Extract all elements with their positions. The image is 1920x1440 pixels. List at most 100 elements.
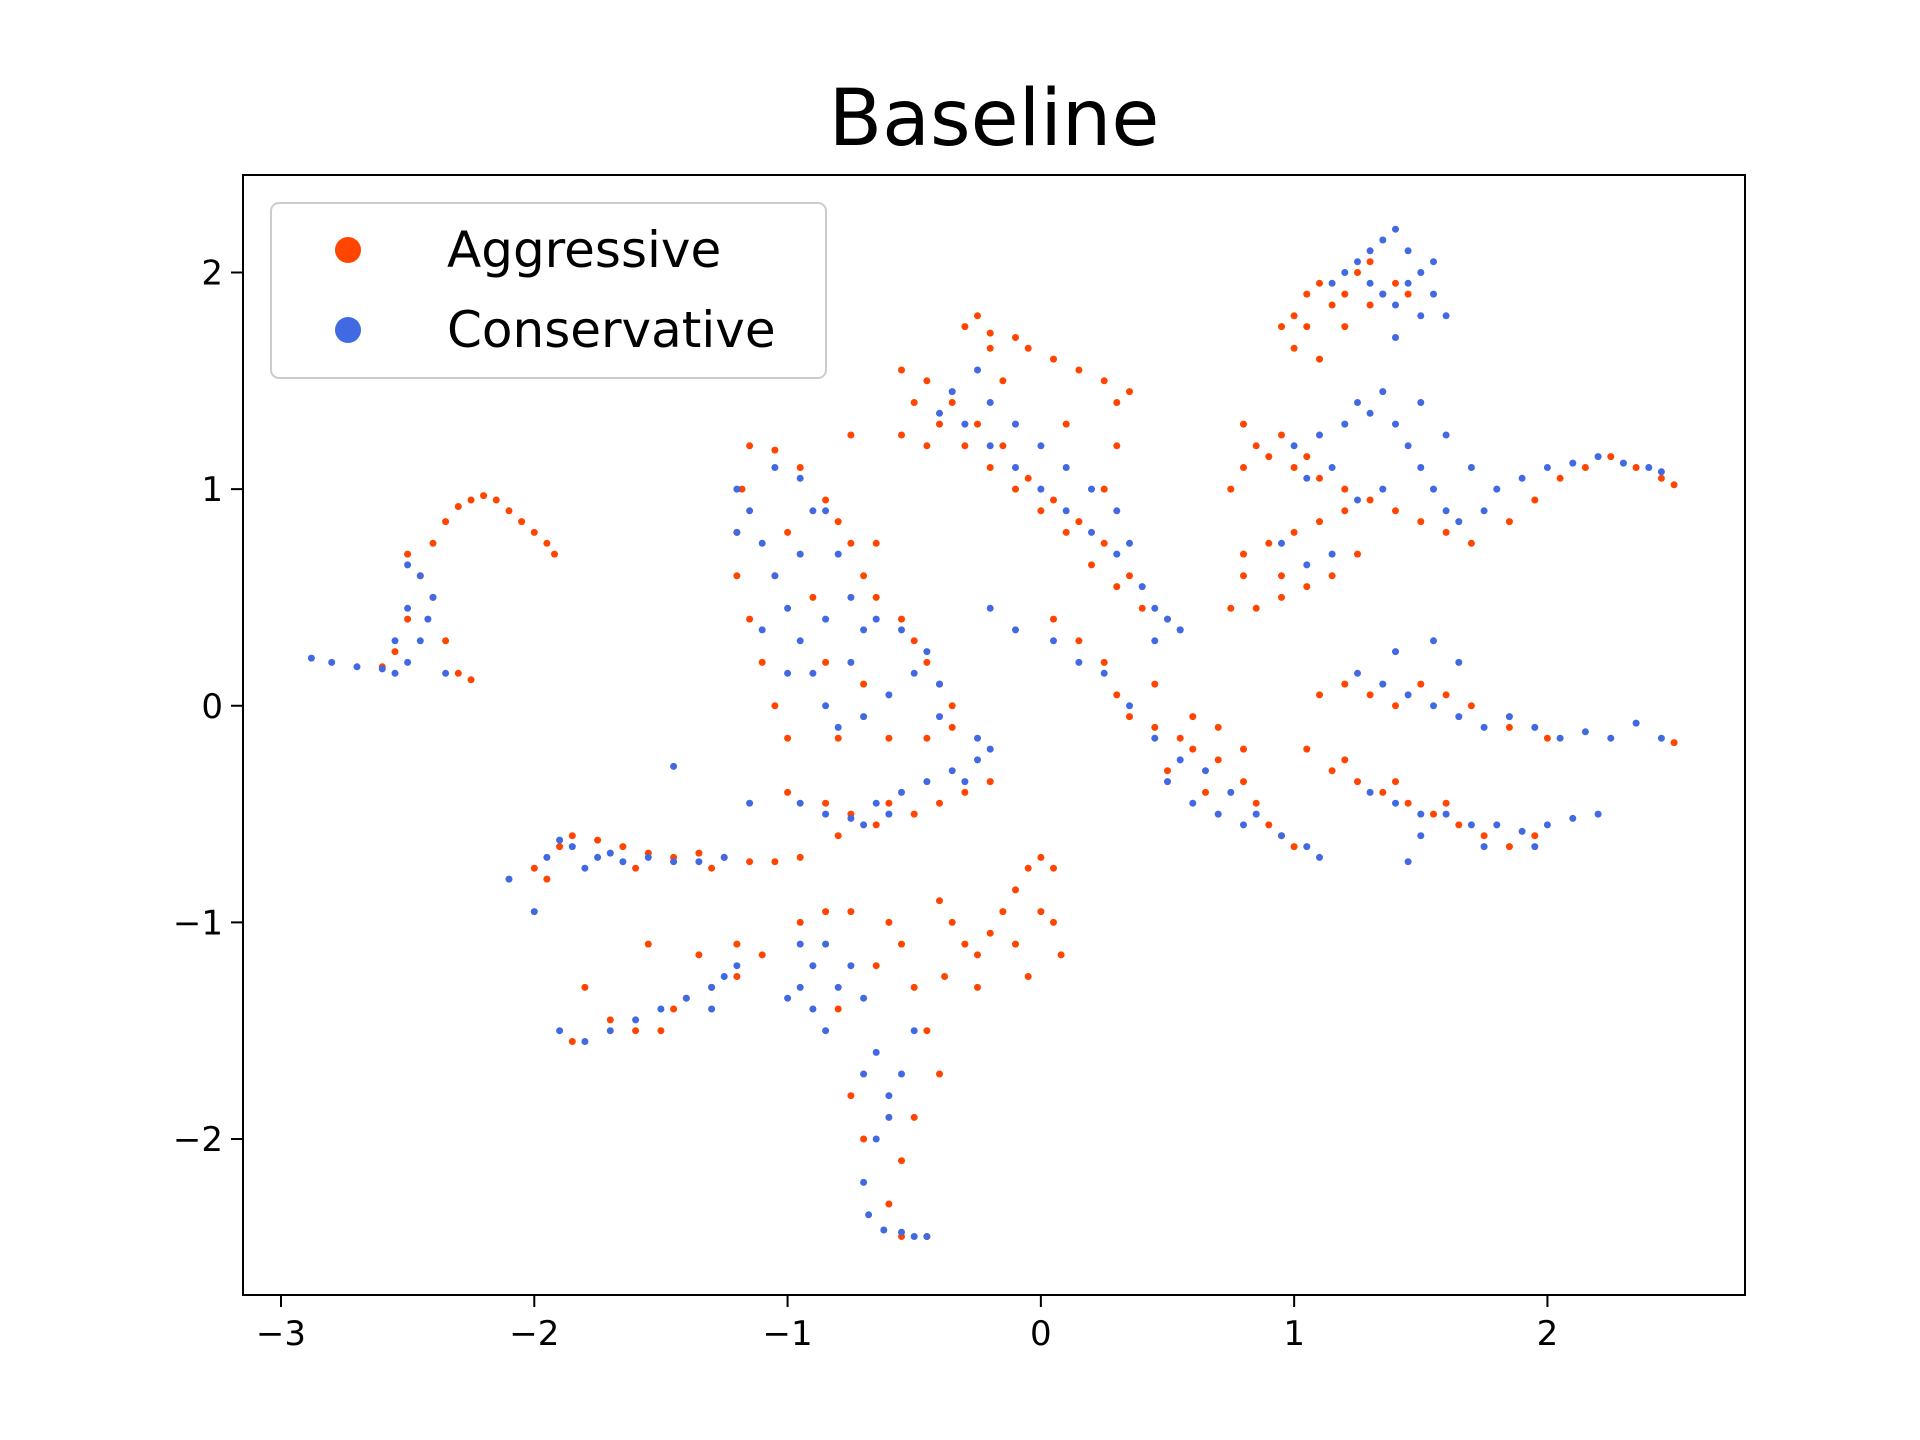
data-point	[1290, 843, 1298, 851]
data-point	[1341, 420, 1349, 428]
data-point	[619, 858, 627, 866]
data-point	[1442, 799, 1450, 807]
data-point	[1328, 301, 1336, 309]
data-point	[1037, 908, 1045, 916]
data-point	[404, 615, 412, 623]
data-point	[784, 669, 792, 677]
data-point	[796, 799, 804, 807]
data-point	[1379, 485, 1387, 493]
data-point	[784, 994, 792, 1002]
data-point	[847, 1092, 855, 1100]
data-point	[619, 843, 627, 851]
data-point	[1392, 648, 1399, 656]
data-point	[1328, 572, 1336, 580]
data-point	[1176, 626, 1184, 634]
data-point	[834, 550, 842, 558]
data-point	[1581, 464, 1589, 471]
data-point	[1417, 810, 1425, 818]
data-point	[733, 528, 741, 536]
data-point	[733, 973, 741, 980]
data-point	[910, 810, 918, 818]
data-point	[1619, 459, 1627, 467]
data-point	[1379, 290, 1387, 298]
data-point	[1151, 637, 1159, 645]
data-point	[885, 734, 893, 742]
data-point	[1164, 615, 1171, 623]
data-point	[1645, 464, 1653, 471]
data-point	[936, 420, 943, 428]
data-point	[644, 940, 652, 948]
data-point	[1366, 301, 1374, 309]
data-point	[1531, 723, 1539, 731]
x-tick-label: −3	[256, 1314, 306, 1354]
data-point	[872, 799, 880, 807]
data-point	[880, 1226, 888, 1234]
data-point	[923, 648, 931, 656]
data-point	[556, 843, 564, 851]
data-point	[1012, 485, 1019, 493]
data-point	[1455, 713, 1463, 721]
data-point	[568, 1038, 576, 1045]
data-point	[606, 1016, 614, 1024]
y-tick-label: 2	[201, 253, 223, 293]
data-point	[974, 366, 981, 374]
data-point	[1531, 843, 1539, 851]
data-point	[860, 572, 868, 580]
data-point	[1569, 459, 1577, 467]
data-point	[1341, 290, 1349, 298]
data-point	[834, 723, 842, 731]
x-tick-label: 1	[1283, 1314, 1305, 1354]
data-point	[1278, 323, 1285, 331]
data-point	[1430, 702, 1437, 710]
data-point	[872, 539, 880, 547]
data-point	[1455, 518, 1463, 526]
legend-label-conservative: Conservative	[447, 301, 776, 359]
data-point	[1341, 507, 1349, 515]
data-point	[923, 442, 931, 450]
data-point	[898, 940, 905, 948]
data-point	[1505, 843, 1513, 851]
y-tick-label: 1	[201, 470, 223, 510]
data-point	[1417, 464, 1425, 471]
data-point	[1341, 269, 1349, 276]
data-point	[923, 658, 931, 666]
data-point	[1607, 734, 1615, 742]
data-point	[1113, 583, 1121, 591]
data-point	[872, 1048, 880, 1056]
data-point	[1366, 409, 1374, 417]
data-point	[847, 908, 855, 916]
data-point	[1316, 355, 1323, 363]
data-point	[948, 399, 956, 406]
data-point	[1278, 572, 1285, 580]
data-point	[644, 853, 652, 861]
data-point	[581, 983, 589, 991]
data-point	[796, 983, 804, 991]
data-point	[936, 680, 943, 688]
data-point	[822, 615, 830, 623]
data-point	[961, 788, 969, 796]
data-point	[657, 1005, 665, 1013]
data-point	[1050, 864, 1057, 872]
data-point	[860, 680, 868, 688]
data-point	[974, 756, 981, 764]
data-point	[872, 821, 880, 829]
data-point	[1392, 507, 1399, 515]
data-point	[872, 962, 880, 970]
data-point	[1657, 474, 1665, 482]
data-point	[1303, 561, 1311, 569]
data-point	[898, 788, 905, 796]
data-point	[1290, 344, 1298, 352]
data-point	[784, 604, 792, 612]
data-point	[505, 875, 513, 883]
data-point	[1113, 507, 1121, 515]
data-point	[999, 442, 1007, 450]
data-point	[1050, 918, 1057, 926]
data-point	[1057, 951, 1065, 959]
data-point	[885, 918, 893, 926]
data-point	[1037, 442, 1045, 450]
data-point	[784, 734, 792, 742]
data-point	[1366, 788, 1374, 796]
data-point	[1480, 723, 1488, 731]
data-point	[796, 464, 804, 471]
data-point	[1467, 464, 1475, 471]
